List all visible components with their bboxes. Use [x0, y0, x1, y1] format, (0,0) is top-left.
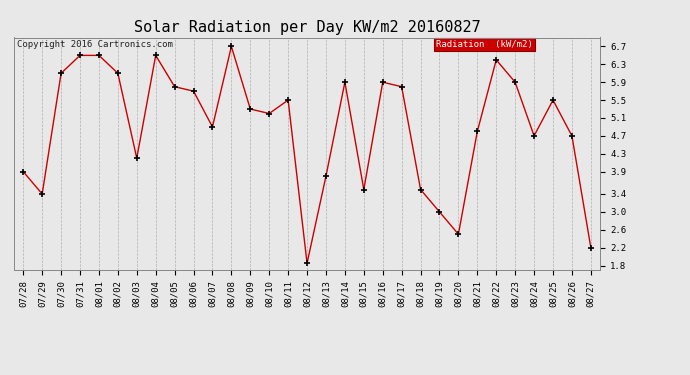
Text: Copyright 2016 Cartronics.com: Copyright 2016 Cartronics.com: [17, 40, 172, 49]
Title: Solar Radiation per Day KW/m2 20160827: Solar Radiation per Day KW/m2 20160827: [134, 20, 480, 35]
Text: Radiation  (kW/m2): Radiation (kW/m2): [436, 40, 533, 49]
